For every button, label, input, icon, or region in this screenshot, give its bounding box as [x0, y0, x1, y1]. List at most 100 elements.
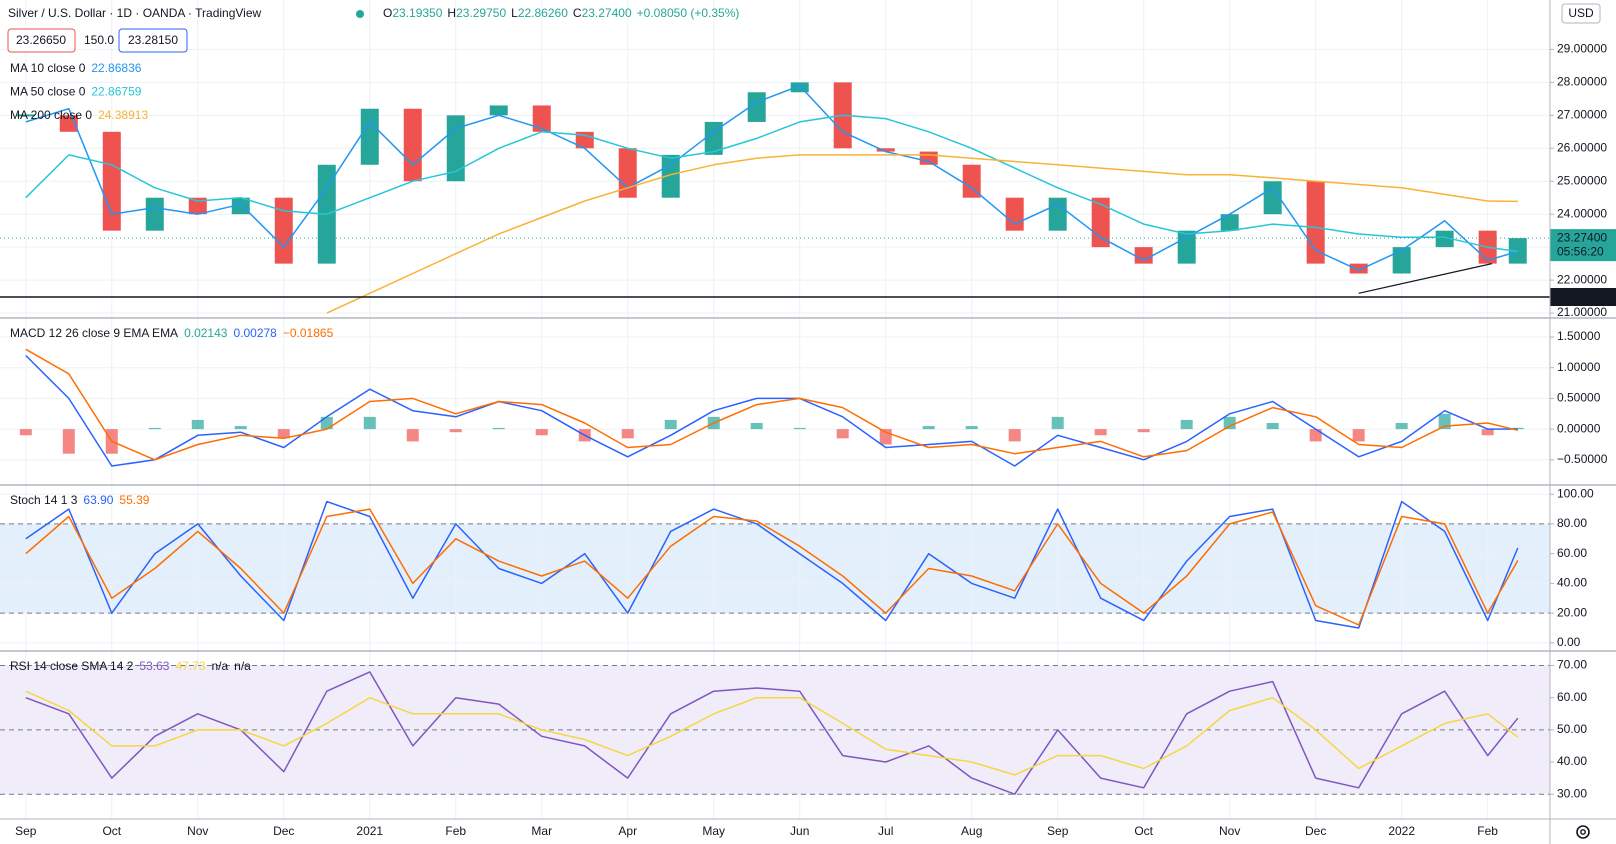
y-tick-label: 70.00	[1557, 658, 1587, 672]
histogram-bar	[234, 426, 247, 430]
time-tick-label: Mar	[531, 824, 552, 838]
ma-legend: MA 10 close 0 22.86836	[10, 61, 142, 75]
pane: 0.00 20.00 40.00 60.00 80.00 100.00 Stoch 14 1…	[0, 485, 1594, 651]
histogram-bar	[1395, 422, 1408, 430]
bid-price: 23.26650	[16, 33, 66, 47]
y-tick-label: 60.00	[1557, 690, 1587, 704]
time-tick-label: Jul	[878, 824, 893, 838]
pane-legend: RSI 14 close SMA 14 2 53.63 47.73 n/a n/a	[10, 659, 251, 673]
time-tick-label: Nov	[1219, 824, 1240, 838]
time-tick-label: Oct	[1134, 824, 1153, 838]
histogram-bar	[965, 426, 978, 430]
currency-box[interactable]	[1561, 3, 1601, 24]
y-tick-label: 28.00000	[1557, 75, 1607, 89]
y-tick-label: 100.00	[1557, 486, 1594, 500]
ohlc-item: +0.08050 (+0.35%)	[637, 6, 740, 20]
time-tick-label: Jun	[790, 824, 809, 838]
candle	[403, 108, 422, 182]
level-label-box	[1550, 288, 1616, 307]
histogram-bar	[1481, 429, 1494, 436]
candle	[790, 82, 809, 93]
legend-value: 53.63	[139, 659, 169, 673]
candle	[1048, 197, 1067, 231]
pane-legend: MACD 12 26 close 9 EMA EMA 0.02143 0.00278…	[10, 326, 334, 340]
ma-legend: MA 50 close 0 22.86759	[10, 85, 142, 99]
pane-title: MACD 12 26 close 9 EMA EMA	[10, 326, 178, 340]
pane-legend: Stoch 14 1 3 63.90 55.39	[10, 493, 150, 507]
histogram-bar	[449, 429, 462, 433]
candle	[231, 197, 250, 215]
histogram-bar	[535, 429, 548, 436]
histogram-bar	[363, 416, 376, 430]
series-line	[326, 154, 1518, 314]
time-tick-label: Nov	[187, 824, 208, 838]
histogram-bar	[793, 427, 806, 430]
plot-area	[0, 485, 1550, 651]
candle	[1392, 247, 1411, 274]
legend-value: 63.90	[83, 493, 113, 507]
candle	[489, 105, 508, 116]
series-line	[25, 354, 1518, 467]
histogram-bar	[621, 429, 634, 439]
histogram-bar	[492, 427, 505, 430]
currency: USD	[1568, 6, 1594, 20]
plot-area	[0, 651, 1550, 819]
time-tick-label: Sep	[15, 824, 37, 838]
candle	[1134, 247, 1153, 264]
symbol-title: Silver / U.S. Dollar · 1D · OANDA · Trad…	[8, 6, 262, 20]
y-tick-label: 50.00	[1557, 722, 1587, 736]
candle	[360, 108, 379, 165]
ohlc-item: 23.29750	[456, 6, 506, 20]
ohlc-item: O	[383, 6, 392, 20]
legend-extra: n/a	[211, 659, 228, 673]
band	[0, 523, 1550, 614]
settings-gear[interactable]	[1576, 825, 1590, 839]
histogram-bar	[1094, 429, 1107, 436]
ohlc-item: L	[511, 6, 518, 20]
candle	[1306, 181, 1325, 264]
pane-title: Stoch 14 1 3	[10, 493, 78, 507]
y-tick-label: 27.00000	[1557, 108, 1607, 122]
ask-box	[118, 28, 188, 53]
candle	[145, 197, 164, 231]
y-tick-label: 20.00	[1557, 605, 1587, 619]
y-tick-label: 22.00000	[1557, 272, 1607, 286]
histogram-bar	[406, 429, 419, 442]
candle	[1005, 197, 1024, 231]
time-tick-label: 2021	[356, 824, 383, 838]
series-line	[25, 84, 1519, 271]
time-tick-label: Dec	[1305, 824, 1326, 838]
series-line	[25, 348, 1518, 461]
candle	[1349, 263, 1368, 274]
histogram-bar	[1352, 429, 1365, 442]
legend-value: 0.00278	[233, 326, 277, 340]
level-label: 21.48702	[1557, 289, 1607, 303]
gear-hub	[1580, 829, 1586, 835]
series-line	[25, 690, 1519, 776]
histogram-bar	[836, 429, 849, 439]
histogram-bar	[1180, 419, 1193, 430]
histogram-bar	[1309, 429, 1322, 442]
plot-area	[0, 0, 1550, 318]
bid-box	[7, 28, 76, 53]
y-tick-label: 30.00	[1557, 786, 1587, 800]
time-tick-label: May	[702, 824, 725, 838]
y-tick-label: −0.50000	[1557, 452, 1608, 466]
y-tick-label: 24.00000	[1557, 206, 1607, 220]
time-tick-label: Sep	[1047, 824, 1069, 838]
candle	[532, 105, 551, 132]
y-tick-label: 80.00	[1557, 516, 1587, 530]
histogram-bar	[191, 419, 204, 430]
candle	[661, 154, 680, 198]
market-status	[356, 10, 364, 18]
ma-name: MA 200 close 0	[10, 108, 92, 122]
plot-area	[0, 318, 1550, 485]
histogram-bar	[1266, 422, 1279, 430]
histogram-bar	[1223, 416, 1236, 430]
legend-value: 47.73	[175, 659, 205, 673]
legend-value: 0.02143	[184, 326, 228, 340]
pane: −0.50000 0.00000 0.50000 1.00000 1.50000 MACD…	[0, 318, 1608, 485]
histogram-bar	[62, 429, 75, 454]
